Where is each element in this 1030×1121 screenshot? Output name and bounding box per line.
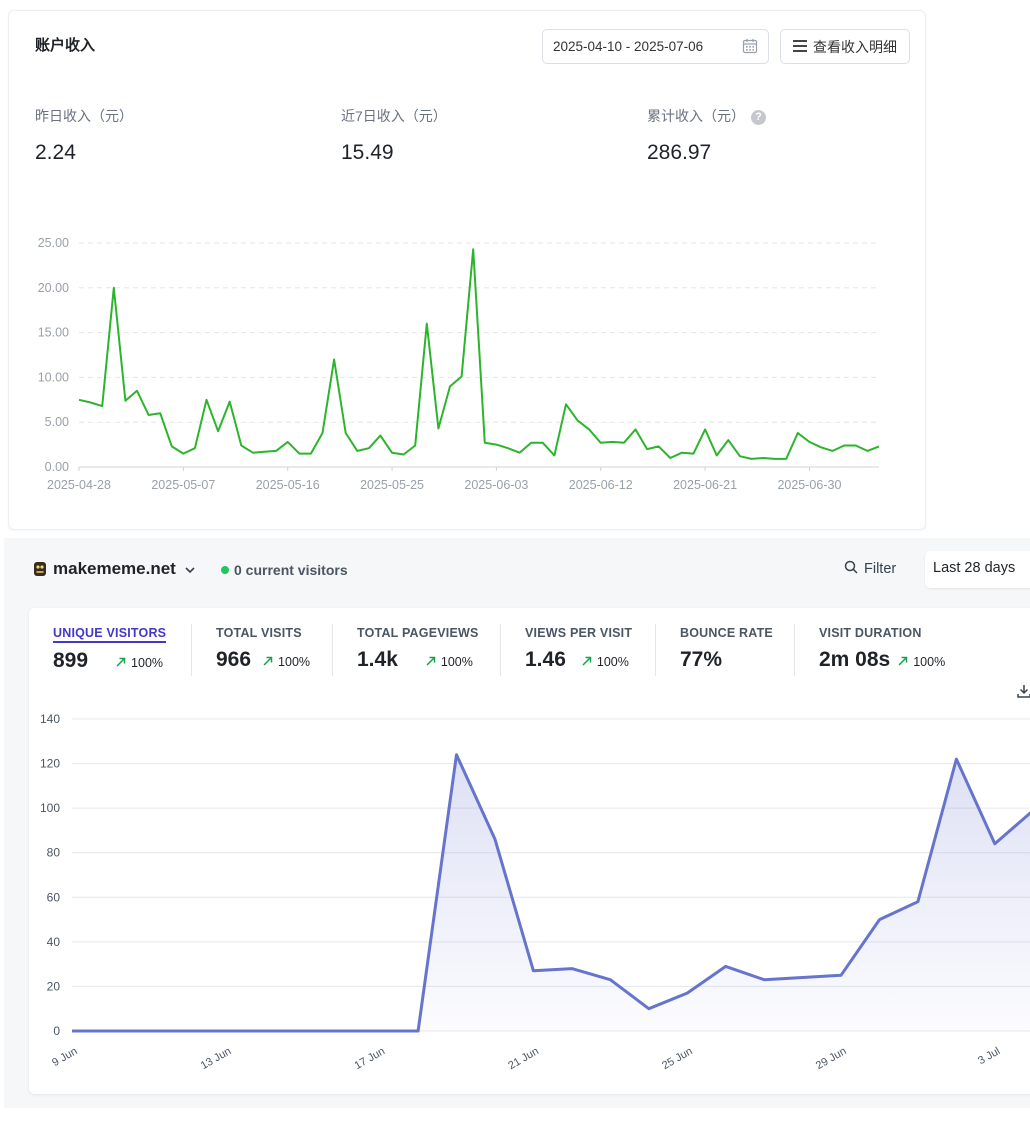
y-tick-label: 140	[40, 712, 60, 726]
metric-value: 77%	[680, 648, 723, 671]
metric-label: TOTAL VISITS	[216, 626, 302, 640]
filter-label: Filter	[864, 561, 897, 577]
arrow-up-right-icon	[263, 655, 273, 669]
x-tick-label: 2025-06-12	[569, 478, 633, 492]
metric-value: 1.46	[525, 648, 566, 671]
arrow-up-right-icon	[426, 655, 436, 669]
metric-divider	[191, 624, 192, 676]
metric-bounce-rate[interactable]: BOUNCE RATE 77%	[680, 624, 773, 672]
income-series-line	[78, 248, 880, 460]
arrow-up-right-icon	[116, 656, 126, 670]
income-line-chart: 0.00 5.00 10.00 15.00 20.00 25.00 2025-04-28 20…	[38, 236, 880, 492]
metric-divider	[655, 624, 656, 676]
y-tick-label: 25.00	[38, 236, 69, 250]
y-tick-label: 40	[47, 935, 61, 949]
total-income-label: 累计收入（元）	[647, 108, 745, 124]
income-card: 账户收入 2025-04-10 - 2025-07-06 查看收入明细 昨日收入…	[8, 10, 926, 530]
calendar-icon	[742, 38, 758, 57]
y-tick-label: 20	[47, 979, 61, 993]
visitors-area-fill	[72, 754, 1030, 1031]
list-icon	[793, 39, 807, 55]
date-range-picker[interactable]: 2025-04-10 - 2025-07-06	[542, 29, 769, 64]
total-income-label-wrap: 累计收入（元）?	[647, 106, 766, 126]
metric-divider	[794, 624, 795, 676]
period-select[interactable]: Last 28 days	[925, 551, 1030, 588]
analytics-panel: makememe.net 0 current visitors Filter L…	[4, 538, 1030, 1108]
y-tick-label: 100	[40, 801, 60, 815]
metric-divider	[332, 624, 333, 676]
chevron-down-icon	[184, 559, 196, 579]
search-icon	[844, 560, 858, 578]
site-favicon-icon	[32, 561, 48, 577]
metric-change: 100%	[440, 655, 473, 669]
metric-views-per-visit[interactable]: VIEWS PER VISIT 1.46 100%	[525, 624, 632, 672]
y-tick-label: 20.00	[38, 281, 69, 295]
income-title: 账户收入	[35, 37, 96, 54]
current-visitors[interactable]: 0 current visitors	[221, 562, 348, 578]
site-name: makememe.net	[53, 559, 176, 578]
week-income-value: 15.49	[341, 141, 394, 164]
metric-total-pageviews[interactable]: TOTAL PAGEVIEWS 1.4k 100%	[357, 624, 479, 672]
y-tick-label: 10.00	[38, 370, 69, 384]
x-tick-label: 2025-06-30	[777, 478, 841, 492]
x-tick-label: 2025-06-03	[464, 478, 528, 492]
x-tick-label: 25 Jun	[660, 1045, 695, 1072]
y-tick-label: 120	[40, 757, 60, 771]
total-income-value: 286.97	[647, 141, 712, 164]
metric-label: VISIT DURATION	[819, 626, 922, 640]
date-range-text: 2025-04-10 - 2025-07-06	[553, 39, 704, 54]
arrow-up-right-icon	[582, 655, 592, 669]
x-tick-label: 2025-06-21	[673, 478, 737, 492]
detail-button-label: 查看收入明细	[813, 38, 897, 55]
x-tick-label: 29 Jun	[814, 1045, 849, 1072]
x-tick-label: 9 Jun	[50, 1045, 79, 1069]
metric-change: 100%	[131, 656, 164, 670]
y-tick-label: 0	[53, 1024, 60, 1038]
view-income-detail-button[interactable]: 查看收入明细	[780, 29, 910, 64]
y-tick-label: 5.00	[45, 415, 69, 429]
metric-label: TOTAL PAGEVIEWS	[357, 626, 479, 640]
x-tick-label: 2025-05-16	[256, 478, 320, 492]
y-tick-label: 0.00	[45, 460, 69, 474]
metric-divider	[500, 624, 501, 676]
x-tick-label: 17 Jun	[352, 1045, 387, 1072]
metric-change: 100%	[278, 655, 311, 669]
x-tick-label: 2025-05-07	[151, 478, 215, 492]
y-tick-label: 80	[47, 846, 61, 860]
download-icon[interactable]	[1017, 684, 1030, 703]
metric-change: 100%	[596, 655, 629, 669]
visits-card: UNIQUE VISITORS 899 100% TOTAL VISITS 96…	[29, 608, 1030, 1094]
y-tick-label: 60	[47, 890, 61, 904]
yesterday-income-label: 昨日收入（元）	[35, 108, 133, 124]
metric-label: BOUNCE RATE	[680, 626, 773, 640]
x-tick-label: 21 Jun	[506, 1045, 541, 1072]
y-tick-label: 15.00	[38, 326, 69, 340]
help-icon[interactable]: ?	[751, 110, 766, 125]
filter-button[interactable]: Filter	[844, 560, 896, 578]
week-income-label: 近7日收入（元）	[341, 108, 447, 124]
x-tick-label: 13 Jun	[199, 1045, 234, 1072]
x-tick-label: 2025-04-28	[47, 478, 111, 492]
live-dot-icon	[221, 566, 229, 574]
metric-value: 1.4k	[357, 648, 398, 671]
metric-label: UNIQUE VISITORS	[53, 626, 167, 643]
current-visitors-text: 0 current visitors	[234, 562, 348, 578]
metric-change: 100%	[913, 655, 946, 669]
metric-label: VIEWS PER VISIT	[525, 626, 633, 640]
metric-value: 2m 08s	[819, 648, 891, 671]
metric-visit-duration[interactable]: VISIT DURATION 2m 08s 100%	[819, 624, 945, 672]
visitors-series-line	[72, 753, 1030, 1033]
arrow-up-right-icon	[898, 655, 908, 669]
metric-value: 966	[216, 648, 252, 671]
metric-total-visits[interactable]: TOTAL VISITS 966 100%	[216, 624, 310, 672]
x-tick-label: 2025-05-25	[360, 478, 424, 492]
x-tick-label: 3 Jul	[976, 1045, 1002, 1067]
metric-unique-visitors[interactable]: UNIQUE VISITORS 899 100%	[53, 624, 167, 673]
yesterday-income-value: 2.24	[35, 141, 76, 164]
visitors-area-chart: 0 20 40 60 80 100 120 140 9 Jun 13 Jun 17 Jun 21 Ju…	[40, 712, 1030, 1072]
site-switcher[interactable]: makememe.net	[32, 559, 196, 579]
metric-value: 899	[53, 649, 89, 672]
